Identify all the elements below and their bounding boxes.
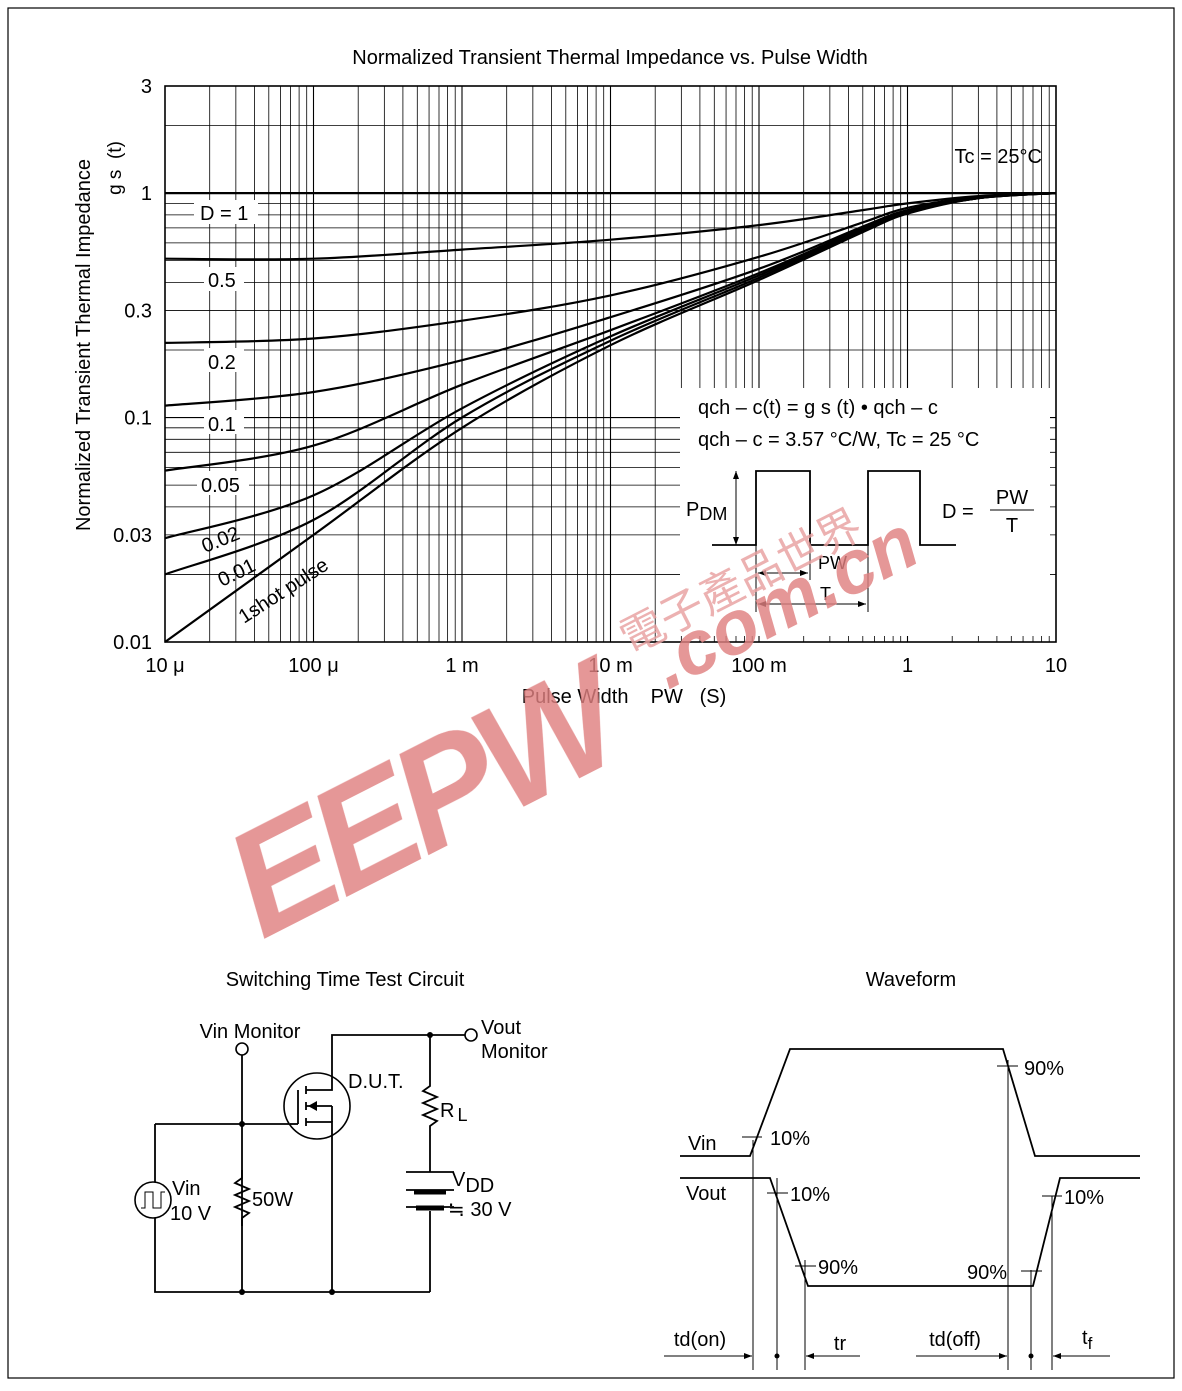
curve-series-2: [164, 192, 1057, 344]
wf-90-vout-right: 90%: [967, 1262, 1007, 1284]
formula-line-1: qch – c(t) = g s (t) • qch – c: [698, 397, 938, 419]
r50-label: 50W: [252, 1189, 293, 1211]
label-d01: 0.1: [208, 414, 236, 436]
formula-line-2: qch – c = 3.57 °C/W, Tc = 25 °C: [698, 429, 979, 451]
y-tick-label: 0.01: [113, 632, 152, 654]
x-axis-label: Pulse Width PW (S): [522, 686, 726, 708]
duty-numerator: PW: [996, 487, 1028, 509]
page-border: [7, 7, 1175, 1379]
td-on-label: td(on): [674, 1329, 726, 1351]
label-d005: 0.05: [201, 475, 240, 497]
curve-series-7: [164, 192, 1057, 643]
duty-denominator: T: [1006, 515, 1018, 537]
wf-10-vin: 10%: [770, 1128, 810, 1150]
circuit-title: Switching Time Test Circuit: [226, 969, 465, 991]
x-tick-label: 100 μ: [288, 655, 338, 677]
x-tick-label: 1 m: [445, 655, 478, 677]
y-axis-symbol: g s (t): [105, 141, 126, 195]
duty-label: D =: [942, 501, 974, 523]
tc-annotation: Tc = 25°C: [955, 146, 1042, 168]
vin-monitor-label: Vin Monitor: [200, 1021, 301, 1043]
wf-10-vout-left: 10%: [790, 1184, 830, 1206]
label-d001: 0.01: [215, 555, 260, 592]
wf-90-vout-left: 90%: [818, 1257, 858, 1279]
x-tick-label: 100 m: [731, 655, 787, 677]
pdm-label: PDM: [686, 499, 727, 524]
wf-90-top: 90%: [1024, 1058, 1064, 1080]
y-tick-label: 1: [141, 183, 152, 205]
curve-labels: D = 1 0.5 0.2 0.1 0.05 0.02 0.01 1shot p…: [194, 200, 333, 628]
vout-waveform: [680, 1177, 1140, 1287]
vout-monitor-label-1: Vout: [481, 1017, 521, 1039]
y-tick-label: 0.03: [113, 525, 152, 547]
x-tick-label: 1: [902, 655, 913, 677]
y-tick-labels: 3 1 0.3 0.1 0.03 0.01: [113, 76, 152, 654]
td-off-label: td(off): [929, 1329, 981, 1351]
y-axis-label: Normalized Transient Thermal Impedance: [73, 159, 95, 531]
thermal-impedance-chart: Normalized Transient Thermal Impedance v…: [73, 47, 1067, 708]
y-tick-label: 3: [141, 76, 152, 98]
vout-monitor-label-2: Monitor: [481, 1041, 548, 1063]
x-tick-labels: 10 μ 100 μ 1 m 10 m 100 m 1 10: [145, 655, 1067, 677]
switching-test-circuit: Switching Time Test Circuit Vin Monitor …: [134, 969, 548, 1295]
chart-title: Normalized Transient Thermal Impedance v…: [352, 47, 867, 69]
vin-monitor-terminal: [235, 1042, 249, 1056]
inset-box: qch – c(t) = g s (t) • qch – c qch – c =…: [680, 388, 1050, 636]
pulse-train: [712, 470, 956, 546]
wf-10-vout-right: 10%: [1064, 1187, 1104, 1209]
wf-vout-label: Vout: [686, 1183, 726, 1205]
label-d02: 0.2: [208, 352, 236, 374]
tf-label: tf: [1082, 1327, 1093, 1353]
pw-label: PW: [818, 553, 847, 573]
resistor-rl: [420, 1035, 440, 1172]
switching-waveform: Waveform Vin Vout 90% 10% 10% 90% 90% 10…: [664, 969, 1140, 1370]
resistor-50: [232, 1170, 252, 1226]
vdd-label: VDD: [452, 1169, 494, 1197]
wf-vin-label: Vin: [688, 1133, 717, 1155]
waveform-title: Waveform: [866, 969, 956, 991]
x-tick-label: 10 m: [588, 655, 632, 677]
t-label: T: [820, 584, 831, 604]
vdd-value: ≒ 30 V: [448, 1199, 512, 1221]
y-tick-label: 0.1: [124, 408, 152, 430]
vin-source-value: 10 V: [170, 1203, 212, 1225]
plot-frame: [164, 85, 1057, 643]
curve-series-1: [164, 192, 1057, 261]
y-tick-label: 0.3: [124, 300, 152, 322]
tr-label: tr: [834, 1333, 847, 1355]
curves: [164, 191, 1057, 643]
vout-monitor-terminal: [464, 1028, 478, 1042]
vin-waveform: [680, 1048, 1140, 1157]
label-d05: 0.5: [208, 270, 236, 292]
x-tick-label: 10: [1045, 655, 1067, 677]
dut-label: D.U.T.: [348, 1071, 404, 1093]
vin-source-label: Vin: [172, 1178, 201, 1200]
x-tick-label: 10 μ: [145, 655, 184, 677]
label-d1: D = 1: [200, 203, 248, 225]
